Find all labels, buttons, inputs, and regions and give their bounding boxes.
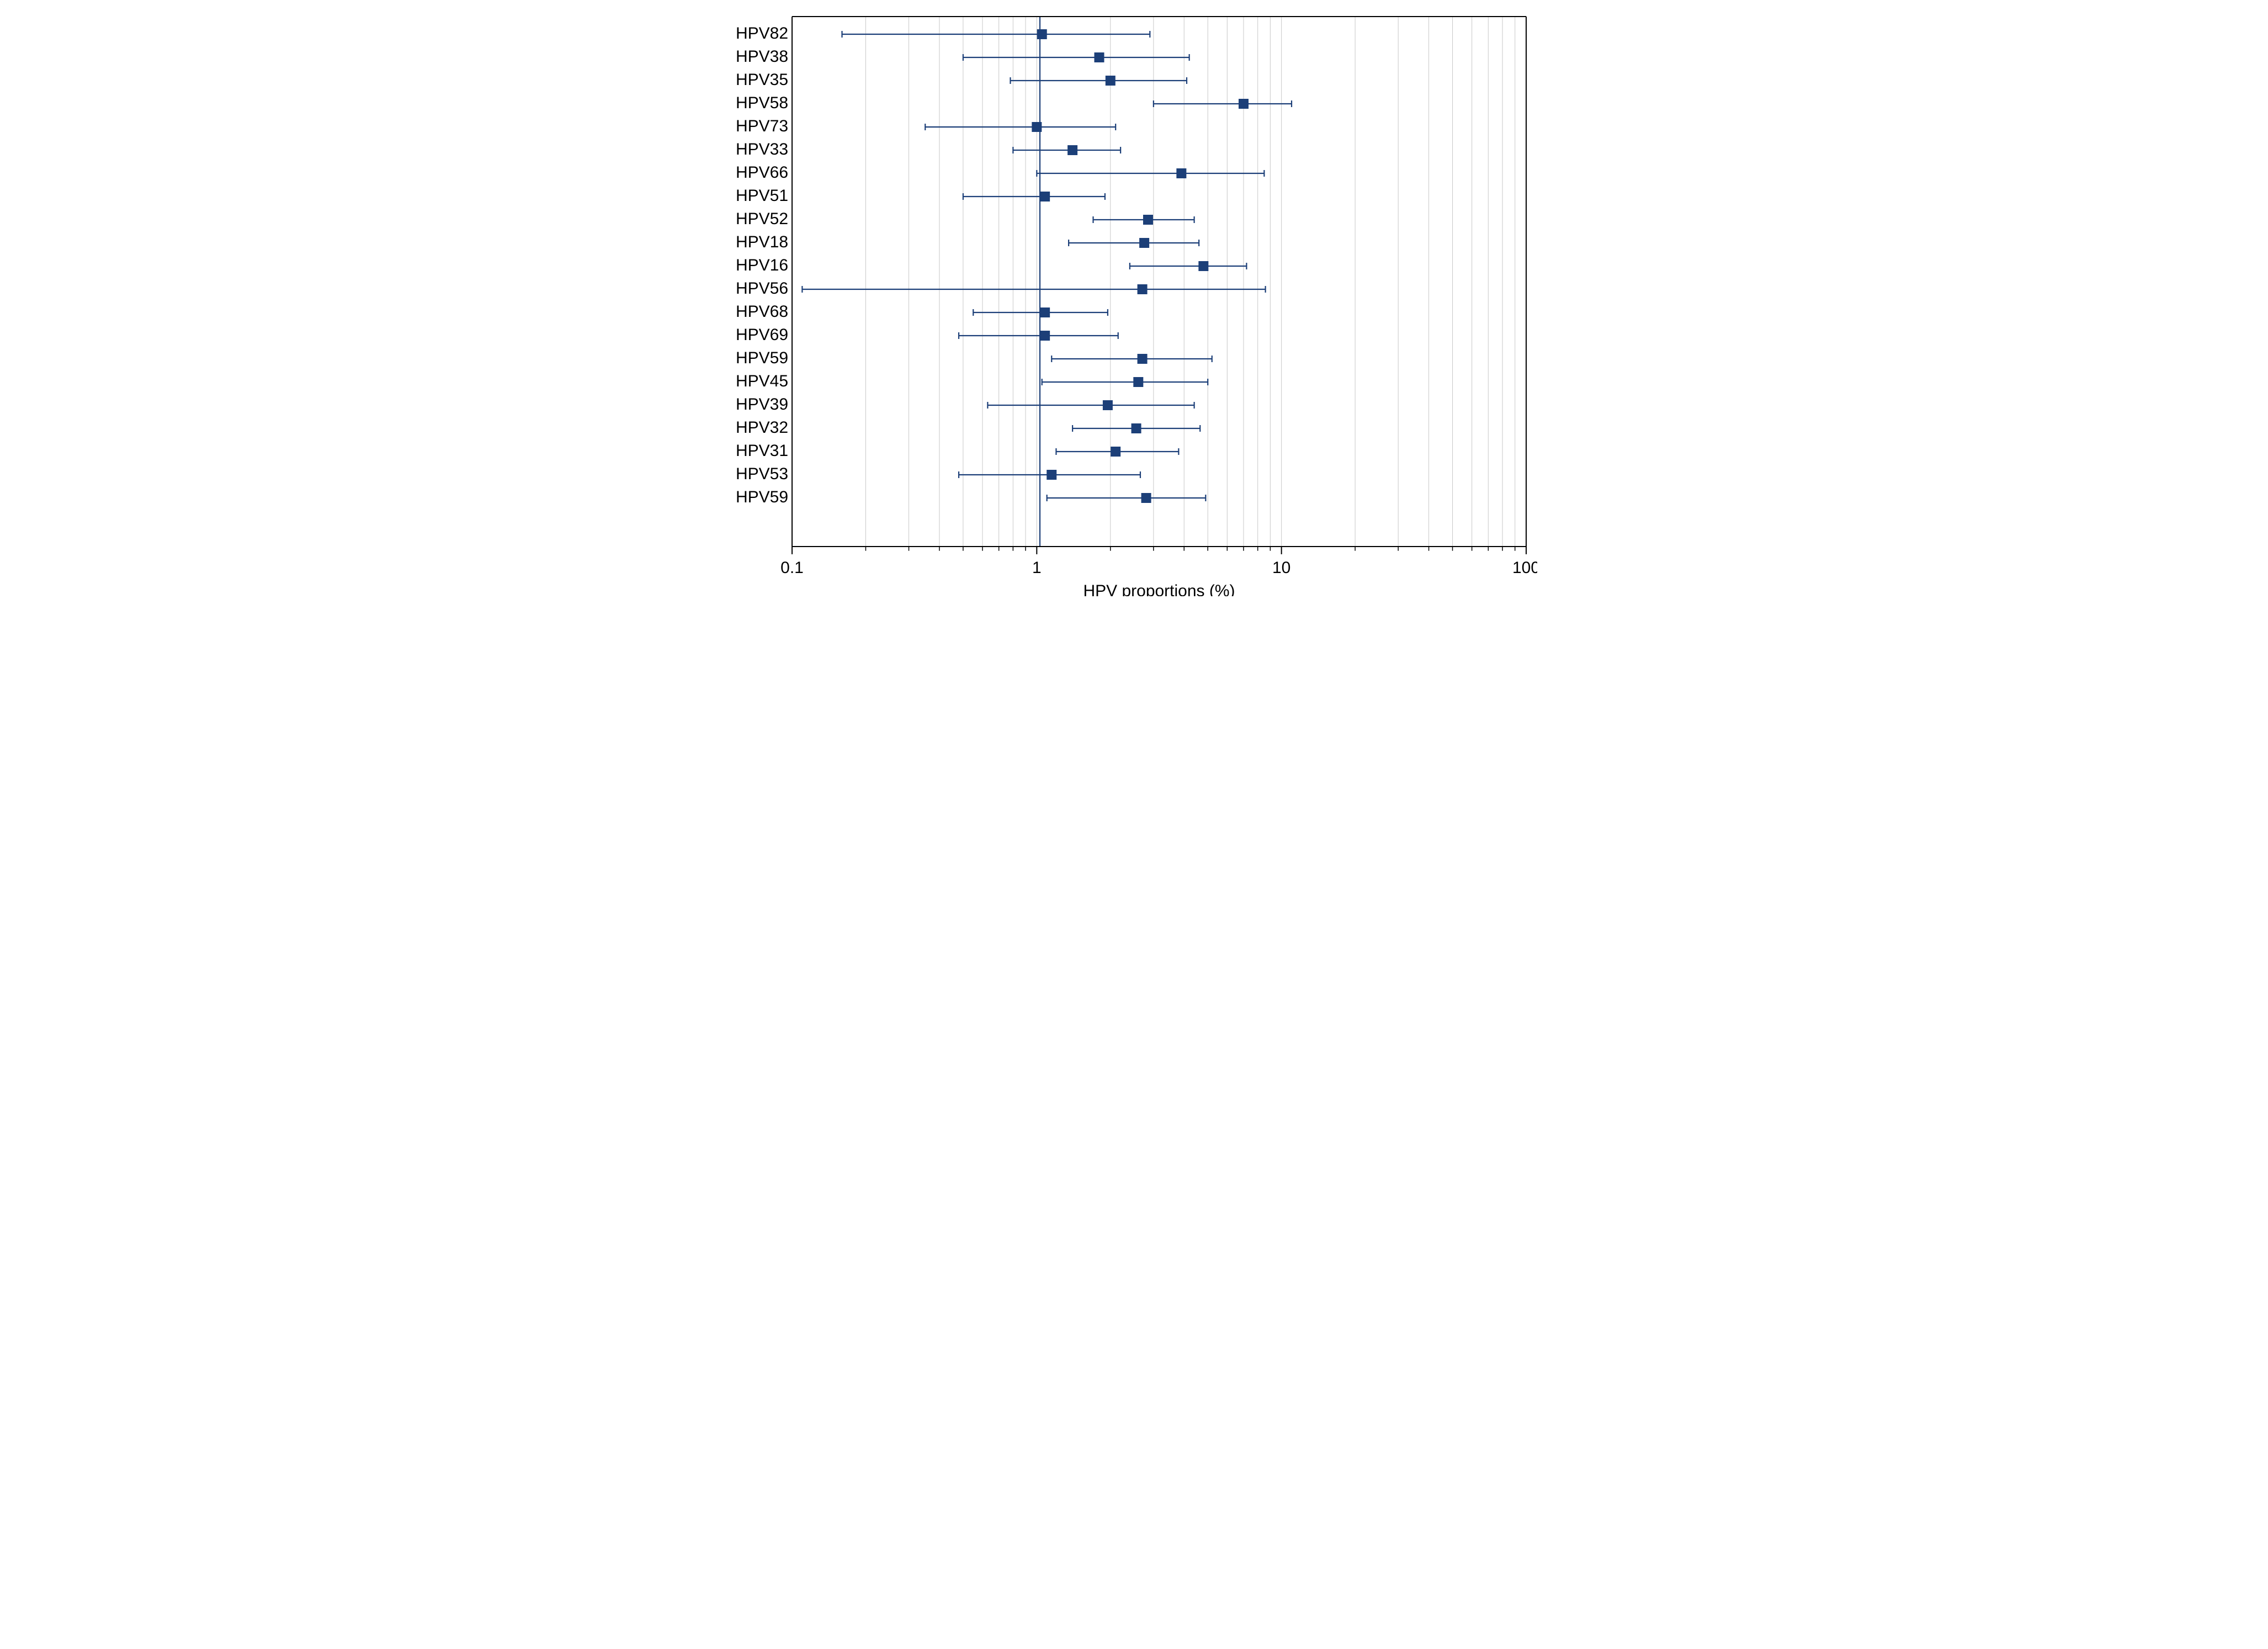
x-tick-label: 100: [1512, 559, 1537, 577]
point-marker: [1067, 145, 1077, 155]
row-label: HPV51: [736, 187, 788, 205]
point-marker: [1137, 284, 1147, 294]
row-label: HPV69: [736, 326, 788, 344]
point-marker: [1238, 99, 1248, 109]
x-tick-label: 1: [1032, 559, 1041, 577]
point-marker: [1040, 192, 1050, 202]
point-marker: [1176, 168, 1186, 178]
row-label: HPV39: [736, 395, 788, 413]
row-label: HPV58: [736, 94, 788, 112]
point-marker: [1040, 331, 1050, 341]
row-label: HPV59: [736, 349, 788, 367]
row-label: HPV18: [736, 233, 788, 251]
point-marker: [1105, 76, 1115, 86]
row-label: HPV68: [736, 303, 788, 321]
row-label: HPV59: [736, 488, 788, 506]
row-label: HPV32: [736, 418, 788, 437]
point-marker: [1131, 423, 1141, 433]
point-marker: [1143, 215, 1152, 225]
point-marker: [1040, 307, 1050, 317]
forest-svg: HPV82 HPV38 HPV35 HPV58 HPV73 HPV33 HPV66 HPV51…: [731, 11, 1537, 596]
forest-plot: HPV82 HPV38 HPV35 HPV58 HPV73 HPV33 HPV66 HPV51…: [731, 11, 1537, 596]
x-tick-label: 0.1: [780, 559, 804, 577]
row-label: HPV82: [736, 24, 788, 43]
point-marker: [1139, 238, 1149, 248]
chart-bg: [731, 11, 1537, 596]
point-marker: [1137, 354, 1147, 364]
row-label: HPV35: [736, 71, 788, 89]
row-label: HPV73: [736, 117, 788, 135]
point-marker: [1133, 377, 1143, 387]
row-label: HPV33: [736, 140, 788, 158]
point-marker: [1141, 493, 1151, 503]
row-label: HPV53: [736, 465, 788, 483]
row-label: HPV56: [736, 279, 788, 298]
point-marker: [1111, 447, 1120, 457]
x-axis-label: HPV proportions (%): [1083, 582, 1235, 596]
row-label: HPV45: [736, 372, 788, 390]
row-label: HPV16: [736, 256, 788, 274]
point-marker: [1047, 470, 1056, 480]
point-marker: [1102, 400, 1112, 410]
point-marker: [1198, 261, 1208, 271]
row-label: HPV66: [736, 163, 788, 182]
row-label: HPV31: [736, 442, 788, 460]
point-marker: [1032, 122, 1042, 132]
x-tick-label: 10: [1272, 559, 1290, 577]
point-marker: [1037, 29, 1047, 39]
row-label: HPV52: [736, 210, 788, 228]
row-label: HPV38: [736, 47, 788, 66]
point-marker: [1094, 52, 1104, 62]
